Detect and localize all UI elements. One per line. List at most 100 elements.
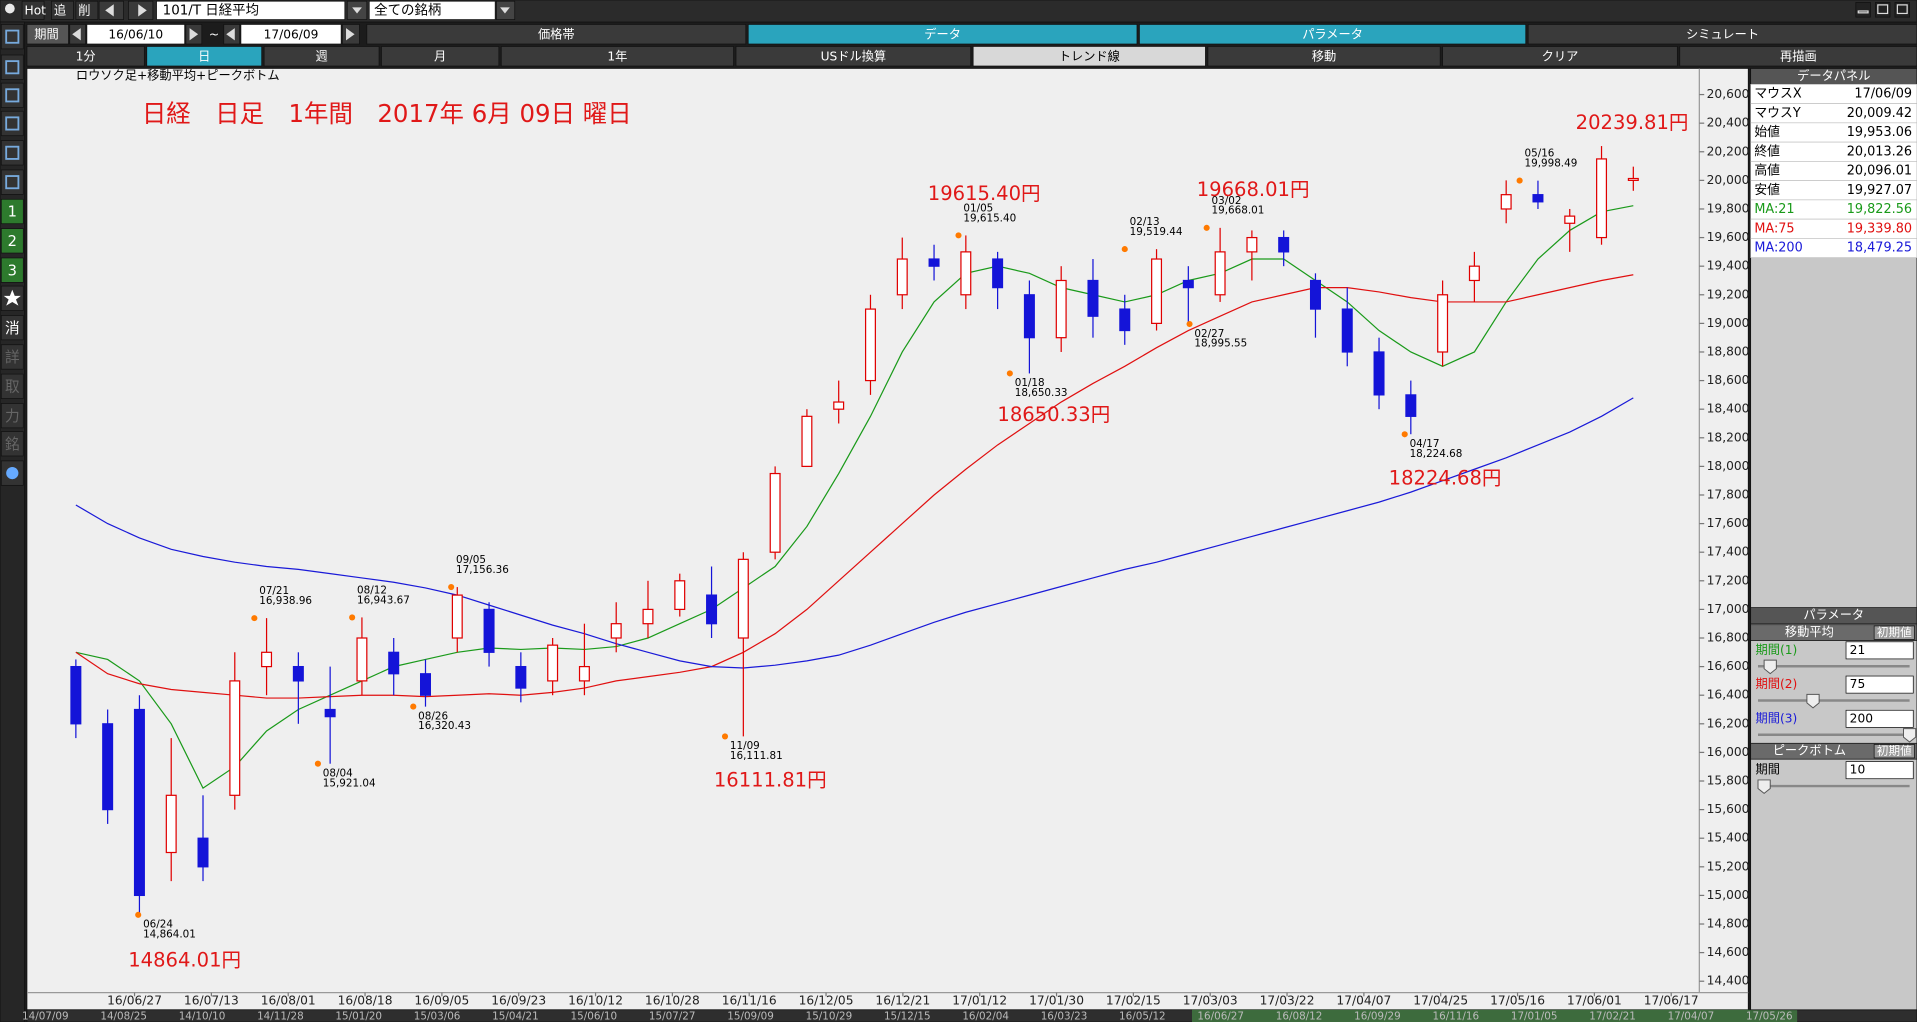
data-row-label: MA:75: [1754, 221, 1794, 236]
symbol-input[interactable]: [156, 0, 346, 20]
peak-bottom-date: 09/05: [456, 554, 486, 566]
from-date[interactable]: [86, 24, 186, 45]
side-icon-label: 消: [5, 320, 20, 337]
peak-bottom-price: 18,995.55: [1194, 338, 1247, 350]
parameter-label: 期間(2): [1756, 677, 1798, 691]
arrow-icon: [346, 28, 355, 41]
side-icon: [5, 88, 20, 103]
timeline-label: 16/06/27: [1197, 1010, 1244, 1022]
candle-body: [419, 673, 431, 696]
universe-select[interactable]: [368, 0, 496, 20]
peak-bottom-date: 05/16: [1525, 148, 1555, 160]
view-button[interactable]: [735, 46, 972, 67]
side-icon-button[interactable]: [0, 140, 24, 166]
period-label: 期間: [34, 27, 58, 41]
peak-bottom-price: 16,320.43: [418, 720, 471, 732]
parameter-input[interactable]: [1845, 761, 1914, 780]
side-icon-button[interactable]: [0, 24, 24, 50]
toolbar-button-label: Hot: [25, 4, 47, 18]
parameter-input[interactable]: [1845, 675, 1914, 694]
view-button-label: 再描画: [1780, 49, 1817, 63]
slider-knob[interactable]: [1902, 728, 1917, 743]
side-icon-button[interactable]: [0, 373, 24, 399]
view-button[interactable]: [1442, 46, 1678, 67]
view-button[interactable]: [146, 46, 263, 67]
timeline-label: 16/08/12: [1276, 1010, 1323, 1022]
view-button[interactable]: [972, 46, 1206, 67]
timeline-range: [1191, 1009, 1798, 1022]
slider-knob[interactable]: [1757, 779, 1771, 795]
side-icon-label: 2: [8, 233, 17, 250]
side-icon-button[interactable]: [0, 315, 24, 341]
toolbar-button[interactable]: [75, 0, 99, 20]
view-button[interactable]: [500, 46, 734, 67]
timeline-label: 14/07/09: [22, 1010, 69, 1022]
view-button[interactable]: [1207, 46, 1441, 67]
side-icon-button[interactable]: [0, 198, 24, 225]
y-tick-label: 15,800: [1707, 774, 1750, 788]
side-icon-button[interactable]: [0, 82, 24, 108]
x-tick-label: 17/01/30: [1029, 994, 1084, 1008]
candle-body: [864, 308, 876, 382]
slider-knob[interactable]: [1806, 693, 1820, 709]
moving-average-line: [75, 205, 1634, 790]
side-icon-button[interactable]: [0, 344, 24, 370]
x-tick-label: 16/08/01: [261, 994, 316, 1008]
view-button[interactable]: [26, 46, 145, 67]
data-row-label: 安値: [1754, 182, 1780, 198]
candle-body: [706, 594, 718, 625]
tab[interactable]: [1139, 24, 1527, 45]
view-button-label: 日: [198, 49, 210, 63]
y-tick-label: 17,800: [1707, 487, 1750, 501]
view-button[interactable]: [381, 46, 500, 67]
price-callout: 19615.40円: [928, 182, 1041, 205]
parameter-input[interactable]: [1845, 709, 1914, 728]
y-tick-label: 19,200: [1707, 287, 1750, 301]
side-icon-button[interactable]: [0, 228, 24, 254]
star-icon: [3, 289, 21, 306]
candle-body: [1564, 215, 1576, 224]
y-tick-label: 20,600: [1707, 87, 1750, 101]
tab[interactable]: [747, 24, 1138, 45]
side-icon-button[interactable]: [0, 257, 24, 283]
to-date[interactable]: [240, 24, 342, 45]
y-tick-label: 15,600: [1707, 802, 1750, 816]
reset-button-label: 初期値: [1877, 744, 1912, 758]
candle-body: [1246, 236, 1258, 253]
peak-bottom-dot: [1203, 224, 1210, 231]
timeline-label: 17/04/07: [1668, 1010, 1715, 1022]
window-control[interactable]: [1855, 2, 1871, 18]
peak-bottom-date: 03/02: [1212, 195, 1242, 207]
candle-body: [1278, 236, 1290, 253]
timeline-label: 15/10/29: [806, 1010, 853, 1022]
timeline-label: 15/04/21: [492, 1010, 539, 1022]
side-icon-label: 1: [8, 204, 17, 221]
data-row-value: 19,927.07: [1847, 183, 1912, 198]
candle-body: [737, 558, 749, 639]
tab[interactable]: [366, 24, 747, 45]
candle-body: [1341, 308, 1353, 353]
arrow-icon: [105, 4, 114, 17]
data-panel-title: データパネル: [1797, 68, 1870, 83]
candle-body: [960, 251, 972, 296]
side-icon-button[interactable]: [0, 431, 24, 457]
reset-button[interactable]: [1873, 625, 1915, 640]
side-icon-label: 詳: [5, 349, 20, 366]
view-button[interactable]: [263, 46, 380, 67]
side-icon-button[interactable]: [0, 54, 24, 80]
reset-button[interactable]: [1873, 744, 1915, 759]
parameter-input[interactable]: [1845, 641, 1914, 660]
window-control-icon: [1857, 10, 1869, 14]
universe-text: 全ての銘柄: [374, 1, 441, 18]
side-icon-button[interactable]: [0, 169, 24, 195]
peak-bottom-price: 18,224.68: [1410, 448, 1463, 460]
candle-body: [674, 580, 686, 611]
toolbar-button[interactable]: [21, 0, 45, 20]
toolbar-button[interactable]: [51, 0, 74, 20]
candle-body: [1214, 251, 1226, 296]
side-icon-button[interactable]: [0, 110, 24, 137]
slider-knob[interactable]: [1763, 659, 1777, 675]
peak-bottom-price: 17,156.36: [456, 564, 509, 576]
side-icon-button[interactable]: [0, 403, 24, 429]
